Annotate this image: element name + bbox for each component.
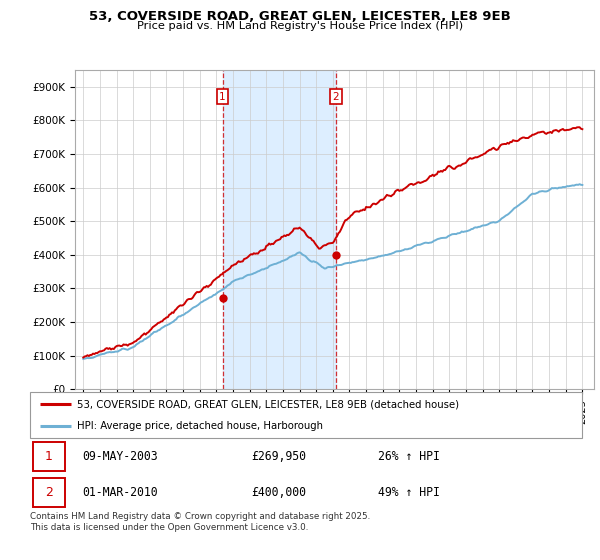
Text: £400,000: £400,000 [251, 486, 306, 499]
Text: HPI: Average price, detached house, Harborough: HPI: Average price, detached house, Harb… [77, 421, 323, 431]
Text: Contains HM Land Registry data © Crown copyright and database right 2025.
This d: Contains HM Land Registry data © Crown c… [30, 512, 370, 532]
Text: 2: 2 [45, 486, 53, 499]
Text: 1: 1 [219, 92, 226, 102]
Text: 53, COVERSIDE ROAD, GREAT GLEN, LEICESTER, LE8 9EB (detached house): 53, COVERSIDE ROAD, GREAT GLEN, LEICESTE… [77, 399, 459, 409]
FancyBboxPatch shape [30, 392, 582, 438]
Text: 09-MAY-2003: 09-MAY-2003 [82, 450, 158, 463]
Text: Price paid vs. HM Land Registry's House Price Index (HPI): Price paid vs. HM Land Registry's House … [137, 21, 463, 31]
Text: £269,950: £269,950 [251, 450, 306, 463]
Text: 2: 2 [332, 92, 339, 102]
Text: 1: 1 [45, 450, 53, 463]
FancyBboxPatch shape [33, 478, 65, 507]
Text: 49% ↑ HPI: 49% ↑ HPI [378, 486, 440, 499]
Text: 53, COVERSIDE ROAD, GREAT GLEN, LEICESTER, LE8 9EB: 53, COVERSIDE ROAD, GREAT GLEN, LEICESTE… [89, 10, 511, 23]
Bar [223, 70, 335, 389]
Text: 01-MAR-2010: 01-MAR-2010 [82, 486, 158, 499]
FancyBboxPatch shape [33, 442, 65, 471]
Text: 26% ↑ HPI: 26% ↑ HPI [378, 450, 440, 463]
